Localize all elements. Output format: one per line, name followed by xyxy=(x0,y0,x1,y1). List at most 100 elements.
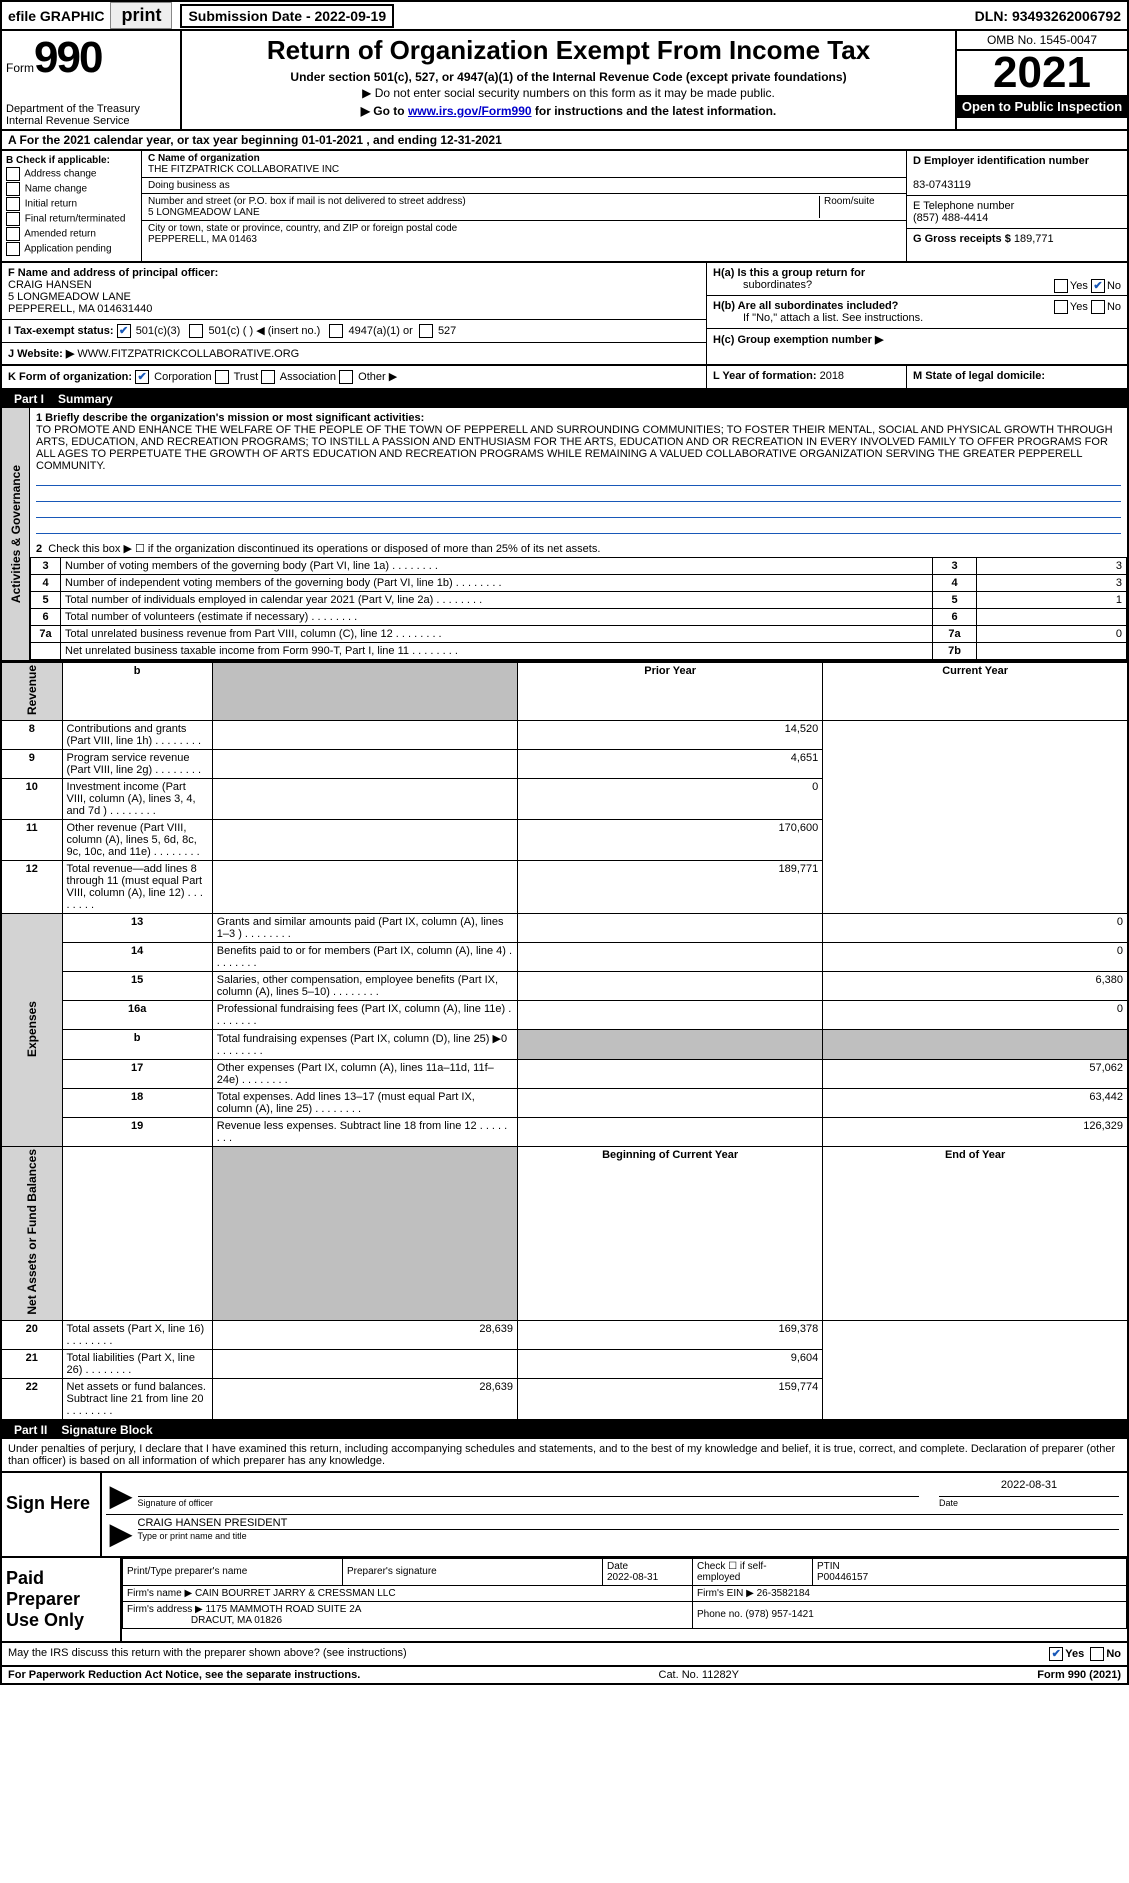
ha-no: No xyxy=(1107,280,1121,292)
city-value: PEPPERELL, MA 01463 xyxy=(148,234,257,245)
table-row: 14Benefits paid to or for members (Part … xyxy=(1,943,1128,972)
self-employed-check: Check ☐ if self-employed xyxy=(693,1558,813,1585)
col-b-caption: B Check if applicable: xyxy=(6,155,110,166)
501c3-checkbox[interactable] xyxy=(117,324,131,338)
opt-trust: Trust xyxy=(234,371,259,383)
end-year-header: End of Year xyxy=(823,1147,1128,1321)
tax-exempt-label: I Tax-exempt status: xyxy=(8,325,114,337)
year-box: OMB No. 1545-0047 2021 Open to Public In… xyxy=(957,31,1127,129)
table-row: bTotal fundraising expenses (Part IX, co… xyxy=(1,1030,1128,1060)
form-title: Return of Organization Exempt From Incom… xyxy=(190,35,947,66)
part1-body: Activities & Governance 1 Briefly descri… xyxy=(0,408,1129,662)
ein-value: 83-0743119 xyxy=(913,179,971,191)
col-b-item[interactable]: Address change xyxy=(6,167,137,181)
form-number: 990 xyxy=(34,33,101,83)
q1-label: 1 Briefly describe the organization's mi… xyxy=(36,412,424,424)
sidebar-activities-governance: Activities & Governance xyxy=(9,465,23,603)
form-number-box: Form 990 Department of the Treasury Inte… xyxy=(2,31,182,129)
firm-name: CAIN BOURRET JARRY & CRESSMAN LLC xyxy=(195,1588,396,1599)
hb-note: If "No," attach a list. See instructions… xyxy=(743,312,923,324)
table-row: 17Other expenses (Part IX, column (A), l… xyxy=(1,1060,1128,1089)
irs-link[interactable]: www.irs.gov/Form990 xyxy=(408,104,532,118)
q2-text: Check this box ▶ ☐ if the organization d… xyxy=(48,543,600,555)
hb-yes-checkbox[interactable] xyxy=(1054,300,1068,314)
declaration-text: Under penalties of perjury, I declare th… xyxy=(8,1443,1115,1467)
part1-financial-table: Revenue b Prior Year Current Year 8Contr… xyxy=(0,662,1129,1421)
gross-value: 189,771 xyxy=(1014,233,1054,245)
4947-checkbox[interactable] xyxy=(329,324,343,338)
discuss-row: May the IRS discuss this return with the… xyxy=(0,1643,1129,1667)
mission-text: TO PROMOTE AND ENHANCE THE WELFARE OF TH… xyxy=(36,424,1113,472)
firm-addr-label: Firm's address ▶ xyxy=(127,1604,203,1615)
preparer-sig-label: Preparer's signature xyxy=(343,1558,603,1585)
table-row: 15Salaries, other compensation, employee… xyxy=(1,972,1128,1001)
org-name: THE FITZPATRICK COLLABORATIVE INC xyxy=(148,164,339,175)
trust-checkbox[interactable] xyxy=(215,370,229,384)
corp-checkbox[interactable] xyxy=(135,370,149,384)
opt-501c3: 501(c)(3) xyxy=(136,325,181,337)
hb-no-checkbox[interactable] xyxy=(1091,300,1105,314)
table-row: 21Total liabilities (Part X, line 26)9,6… xyxy=(1,1349,1128,1378)
table-row: Net unrelated business taxable income fr… xyxy=(31,643,1127,660)
hb-no: No xyxy=(1107,301,1121,313)
firm-ein: 26-3582184 xyxy=(757,1588,810,1599)
sidebar-revenue: Revenue xyxy=(25,665,39,715)
street-label: Number and street (or P.O. box if mail i… xyxy=(148,196,466,207)
sign-here-block: Sign Here ▶ Signature of officer 2022-08… xyxy=(0,1473,1129,1558)
dept-label: Department of the Treasury Internal Reve… xyxy=(6,103,176,127)
firm-phone: (978) 957-1421 xyxy=(745,1609,813,1620)
website-value: WWW.FITZPATRICKCOLLABORATIVE.ORG xyxy=(77,348,299,360)
goto-note: ▶ Go to www.irs.gov/Form990 for instruct… xyxy=(190,104,947,118)
paid-preparer-label: Paid Preparer Use Only xyxy=(2,1558,122,1641)
table-row: 5Total number of individuals employed in… xyxy=(31,592,1127,609)
col-b-item[interactable]: Application pending xyxy=(6,242,137,256)
table-row: Expenses13Grants and similar amounts pai… xyxy=(1,914,1128,943)
table-row: 6Total number of volunteers (estimate if… xyxy=(31,609,1127,626)
room-label: Room/suite xyxy=(824,196,875,207)
ein-label: D Employer identification number xyxy=(913,155,1089,167)
open-public-label: Open to Public Inspection xyxy=(957,95,1127,118)
row-klm: K Form of organization: Corporation Trus… xyxy=(0,366,1129,390)
501c-checkbox[interactable] xyxy=(189,324,203,338)
opt-other: Other ▶ xyxy=(358,371,397,383)
signature-date: 2022-08-31 xyxy=(939,1479,1119,1497)
org-name-label: C Name of organization xyxy=(148,153,260,164)
officer-addr1: 5 LONGMEADOW LANE xyxy=(8,291,131,303)
firm-name-label: Firm's name ▶ xyxy=(127,1588,192,1599)
col-b-item[interactable]: Final return/terminated xyxy=(6,212,137,226)
hb-label: H(b) Are all subordinates included? xyxy=(713,300,898,312)
phone-value: (857) 488-4414 xyxy=(913,212,988,224)
printed-name-label: Type or print name and title xyxy=(138,1531,247,1541)
sign-here-label: Sign Here xyxy=(2,1473,102,1556)
officer-name: CRAIG HANSEN xyxy=(8,279,92,291)
assoc-checkbox[interactable] xyxy=(261,370,275,384)
hc-label: H(c) Group exemption number ▶ xyxy=(713,334,883,346)
col-b-item[interactable]: Name change xyxy=(6,182,137,196)
part2-title: Signature Block xyxy=(61,1423,152,1437)
527-checkbox[interactable] xyxy=(419,324,433,338)
tax-year: 2021 xyxy=(957,51,1127,95)
col-b-item[interactable]: Initial return xyxy=(6,197,137,211)
row-a-text: A For the 2021 calendar year, or tax yea… xyxy=(8,133,502,147)
top-bar: efile GRAPHIC print Submission Date - 20… xyxy=(0,0,1129,31)
footer-row: For Paperwork Reduction Act Notice, see … xyxy=(0,1667,1129,1685)
print-button[interactable]: print xyxy=(110,2,172,29)
form-header: Form 990 Department of the Treasury Inte… xyxy=(0,31,1129,131)
table-row: 18Total expenses. Add lines 13–17 (must … xyxy=(1,1089,1128,1118)
ssn-note: ▶ Do not enter social security numbers o… xyxy=(190,86,947,100)
col-b-item[interactable]: Amended return xyxy=(6,227,137,241)
sidebar-net-assets: Net Assets or Fund Balances xyxy=(25,1149,39,1315)
discuss-yes-checkbox[interactable] xyxy=(1049,1647,1063,1661)
signature-label: Signature of officer xyxy=(138,1498,213,1508)
header-bcd-grid: B Check if applicable: Address change Na… xyxy=(0,151,1129,263)
ha-label: H(a) Is this a group return for xyxy=(713,267,865,279)
goto-suffix: for instructions and the latest informat… xyxy=(532,104,777,118)
table-row: 8Contributions and grants (Part VIII, li… xyxy=(1,721,1128,750)
ha-sub: subordinates? xyxy=(743,279,812,291)
discuss-no-checkbox[interactable] xyxy=(1090,1647,1104,1661)
table-row: 11Other revenue (Part VIII, column (A), … xyxy=(1,820,1128,861)
ha-yes-checkbox[interactable] xyxy=(1054,279,1068,293)
other-checkbox[interactable] xyxy=(339,370,353,384)
ha-no-checkbox[interactable] xyxy=(1091,279,1105,293)
name-arrow-icon: ▶ xyxy=(110,1517,132,1550)
